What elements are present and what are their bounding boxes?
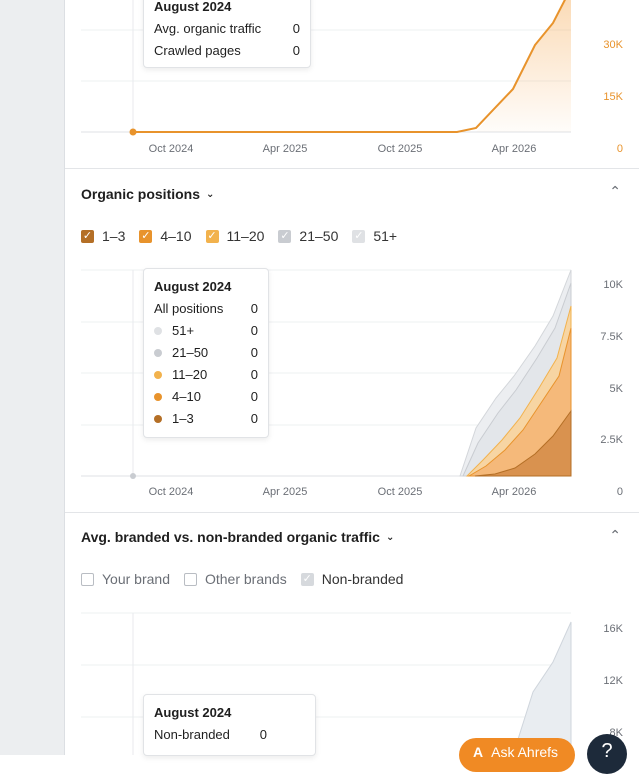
y-tick: 30K: [603, 39, 623, 51]
filter-11-20[interactable]: ✓ 11–20: [205, 228, 265, 244]
y-tick: 10K: [603, 279, 623, 291]
section-divider: [65, 168, 639, 169]
filter-non-branded[interactable]: ✓ Non-branded: [300, 571, 404, 587]
ask-ahrefs-label: Ask Ahrefs: [491, 744, 559, 760]
positions-chart: Oct 2024 Apr 2025 Oct 2025 Apr 2026 10K …: [81, 269, 624, 498]
tooltip-value: 0: [250, 301, 258, 316]
legend-dot-icon: [154, 326, 162, 335]
tooltip-label: Crawled pages: [154, 43, 241, 58]
tooltip-title: August 2024: [154, 0, 232, 14]
x-tick: Oct 2025: [378, 143, 423, 155]
collapse-chevron-up-icon[interactable]: ⌃: [609, 183, 621, 199]
ask-ahrefs-button[interactable]: A Ask Ahrefs: [459, 738, 575, 772]
y-tick: 12K: [603, 675, 623, 687]
y-tick: 5K: [610, 383, 624, 395]
checkbox-checked-icon: ✓: [352, 229, 366, 243]
traffic-point: [129, 128, 137, 136]
traffic-area: [476, 0, 571, 132]
x-tick: Oct 2025: [378, 486, 423, 498]
traffic-tooltip: August 2024 Avg. organic traffic 0 Crawle…: [143, 0, 311, 68]
x-tick: Oct 2024: [149, 486, 194, 498]
checkbox-checked-icon: ✓: [139, 229, 153, 243]
legend-dot-icon: [154, 348, 162, 357]
tooltip-label: All positions: [154, 301, 224, 316]
section-divider: [65, 512, 639, 513]
legend-dot-icon: [154, 414, 162, 423]
chevron-down-icon: ⌄: [385, 531, 395, 543]
tooltip-value: 0: [292, 21, 300, 36]
organic-positions-title[interactable]: Organic positions ⌄: [81, 186, 215, 202]
chevron-down-icon: ⌄: [206, 188, 215, 200]
help-button[interactable]: ?: [587, 734, 627, 774]
checkbox-checked-icon: ✓: [81, 229, 94, 243]
legend-dot-icon: [154, 392, 162, 401]
traffic-line: [133, 0, 566, 133]
positions-point: [130, 473, 136, 479]
x-tick: Oct 2024: [149, 143, 194, 155]
filter-51-plus[interactable]: ✓ 51+: [352, 228, 398, 244]
checkbox-checked-icon: ✓: [205, 229, 219, 243]
filter-other-brands[interactable]: Other brands: [183, 571, 287, 587]
y-tick: 0: [617, 143, 623, 155]
y-tick: 2.5K: [600, 434, 623, 446]
y-tick: 0: [617, 486, 623, 498]
x-tick: Apr 2026: [492, 143, 537, 155]
checkbox-checked-icon: ✓: [300, 572, 314, 586]
y-tick: 16K: [603, 623, 623, 635]
filter-1-3[interactable]: ✓ 1–3: [81, 228, 126, 244]
checkbox-empty-icon: [183, 572, 197, 586]
left-sidebar: [0, 0, 65, 755]
y-tick: 7.5K: [600, 331, 623, 343]
branded-traffic-title[interactable]: Avg. branded vs. non-branded organic tra…: [81, 529, 395, 545]
traffic-chart: Oct 2024 Apr 2025 Oct 2025 Apr 2026 30K …: [81, 0, 624, 155]
tooltip-label: Non-branded: [154, 727, 230, 742]
position-filters: ✓ 1–3 ✓ 4–10 ✓ 11–20 ✓ 21–50 ✓ 51+: [81, 228, 411, 244]
x-tick: Apr 2025: [263, 486, 308, 498]
legend-dot-icon: [154, 370, 162, 379]
brand-filters: Your brand Other brands ✓ Non-branded: [81, 571, 417, 587]
y-tick: 15K: [603, 91, 623, 103]
branded-tooltip: August 2024 Non-branded 0: [143, 694, 316, 756]
checkbox-checked-icon: ✓: [278, 229, 292, 243]
checkbox-empty-icon: [81, 572, 94, 586]
area-1-3: [474, 409, 572, 477]
x-tick: Apr 2026: [492, 486, 537, 498]
tooltip-value: 0: [259, 727, 267, 742]
collapse-chevron-up-icon[interactable]: ⌃: [609, 527, 621, 543]
tooltip-title: August 2024: [154, 279, 232, 294]
positions-tooltip: August 2024 All positions 0 51+ 0 21–50 0 1…: [143, 268, 269, 438]
filter-4-10[interactable]: ✓ 4–10: [139, 228, 192, 244]
non-branded-area: [512, 621, 572, 755]
filter-21-50[interactable]: ✓ 21–50: [278, 228, 339, 244]
help-icon: ?: [601, 740, 613, 762]
branded-chart: 16K 12K 8K: [81, 612, 624, 755]
filter-your-brand[interactable]: Your brand: [81, 571, 170, 587]
tooltip-value: 0: [292, 43, 300, 58]
x-tick: Apr 2025: [263, 143, 308, 155]
ahrefs-logo-icon: A: [473, 744, 484, 760]
tooltip-label: Avg. organic traffic: [154, 21, 262, 36]
tooltip-title: August 2024: [154, 705, 232, 720]
